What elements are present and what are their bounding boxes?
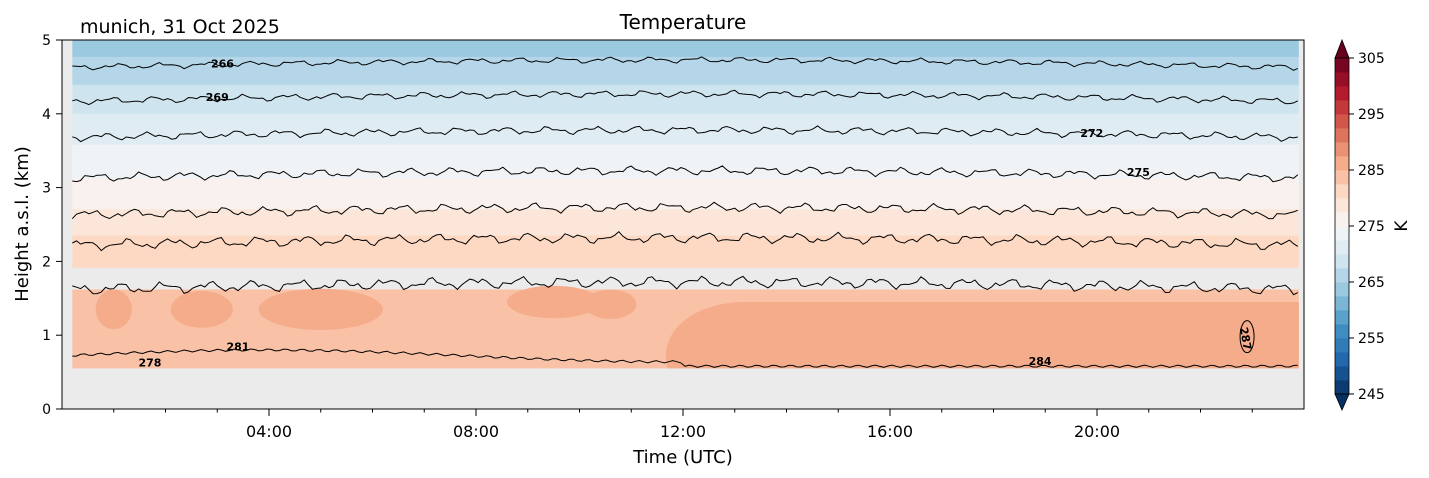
- y-tick-label: 5: [42, 33, 51, 49]
- colorbar-tick-label: 295: [1358, 107, 1385, 123]
- x-axis: 04:00 08:00 12:00 16:00 20:00: [113, 409, 1253, 441]
- colorbar-segment: [1335, 142, 1349, 157]
- colorbar-segment: [1335, 240, 1349, 255]
- band: [72, 40, 1299, 57]
- y-tick-label: 4: [42, 107, 51, 123]
- x-tick-label: 08:00: [453, 422, 499, 441]
- colorbar-segment: [1335, 198, 1349, 213]
- chart-subtitle: munich, 31 Oct 2025: [80, 16, 280, 38]
- colorbar-tick-label: 275: [1358, 219, 1385, 235]
- colorbar-segment: [1335, 100, 1349, 115]
- contour-label: 272: [1080, 127, 1103, 140]
- colorbar-segment: [1335, 296, 1349, 311]
- colorbar-segment: [1335, 170, 1349, 185]
- warm-patch: [95, 289, 132, 330]
- contour-line-284: [72, 275, 1299, 296]
- contour-line-281: [72, 231, 1299, 252]
- colorbar-segment: [1335, 268, 1349, 283]
- contour-labels: 266 269 272 275 278 281 284 287: [138, 58, 1253, 370]
- band: [72, 208, 1299, 236]
- contour-label: 287: [1237, 326, 1254, 351]
- band: [72, 235, 1299, 268]
- colorbar-segment: [1335, 254, 1349, 269]
- colorbar-tick-label: 265: [1358, 275, 1385, 291]
- contour-line-266: [72, 56, 1299, 71]
- colorbar-segment: [1335, 72, 1349, 87]
- colorbar-tick-label: 255: [1358, 331, 1385, 347]
- colorbar-segment: [1335, 352, 1349, 367]
- colorbar-segment: [1335, 58, 1349, 73]
- warm-patch: [258, 288, 383, 331]
- colorbar: 245 255 265 275 285 295 305: [1334, 38, 1385, 411]
- colorbar-extend-max: [1334, 38, 1350, 59]
- band: [72, 56, 1299, 85]
- contour-line-low: [72, 348, 1298, 368]
- contour-line-278: [71, 201, 1298, 220]
- contour-lines: [71, 56, 1299, 368]
- colorbar-segment: [1335, 128, 1349, 143]
- colorbar-extend-min: [1334, 393, 1350, 411]
- contour-label: 281: [226, 340, 249, 353]
- colorbar-segment: [1335, 114, 1349, 129]
- colorbar-tick-label: 245: [1358, 387, 1385, 403]
- x-tick-label: 04:00: [246, 422, 292, 441]
- contour-label: 275: [1127, 166, 1150, 179]
- contour-label: 269: [206, 91, 229, 104]
- band: [72, 144, 1299, 179]
- warm-patch: [170, 290, 233, 328]
- y-tick-label: 0: [42, 402, 51, 418]
- colorbar-segment: [1335, 310, 1349, 325]
- colorbar-segment: [1335, 184, 1349, 199]
- y-tick-label: 1: [42, 328, 51, 344]
- contour-line-272: [72, 125, 1298, 143]
- contour-label: 284: [1029, 355, 1052, 368]
- colorbar-label: K: [1392, 220, 1412, 232]
- y-tick-label: 3: [42, 181, 51, 197]
- contour-line-269: [72, 89, 1299, 106]
- colorbar-segment: [1335, 338, 1349, 353]
- colorbar-segment: [1335, 156, 1349, 171]
- colorbar-segment: [1335, 86, 1349, 101]
- band: [72, 84, 1299, 114]
- warm-patch: [507, 285, 601, 319]
- y-axis-label: Height a.s.l. (km): [12, 146, 33, 302]
- colorbar-segment: [1335, 380, 1349, 395]
- colorbar-segment: [1335, 366, 1349, 381]
- colorbar-segment: [1335, 226, 1349, 241]
- colorbar-segment: [1335, 212, 1349, 227]
- x-tick-label: 16:00: [867, 422, 913, 441]
- band: [72, 178, 1299, 210]
- colorbar-segment: [1335, 324, 1349, 339]
- warm-evening-layer: [665, 301, 1299, 369]
- colorbar-tick-label: 305: [1358, 51, 1385, 67]
- contour-line-275: [72, 165, 1299, 183]
- contour-loop-287: [1239, 320, 1255, 354]
- warm-patches: [95, 285, 1299, 369]
- colorbar-tick-label: 285: [1358, 163, 1385, 179]
- x-tick-label: 12:00: [660, 422, 706, 441]
- contour-label: 266: [211, 58, 234, 71]
- chart-title: Temperature: [619, 10, 747, 34]
- x-tick-label: 20:00: [1074, 422, 1120, 441]
- x-axis-label: Time (UTC): [632, 447, 733, 468]
- y-axis: 0 1 2 3 4 5: [42, 33, 62, 418]
- warm-patch: [584, 289, 637, 319]
- y-tick-label: 2: [42, 254, 51, 270]
- contour-label: 278: [138, 357, 161, 370]
- colorbar-segment: [1335, 282, 1349, 297]
